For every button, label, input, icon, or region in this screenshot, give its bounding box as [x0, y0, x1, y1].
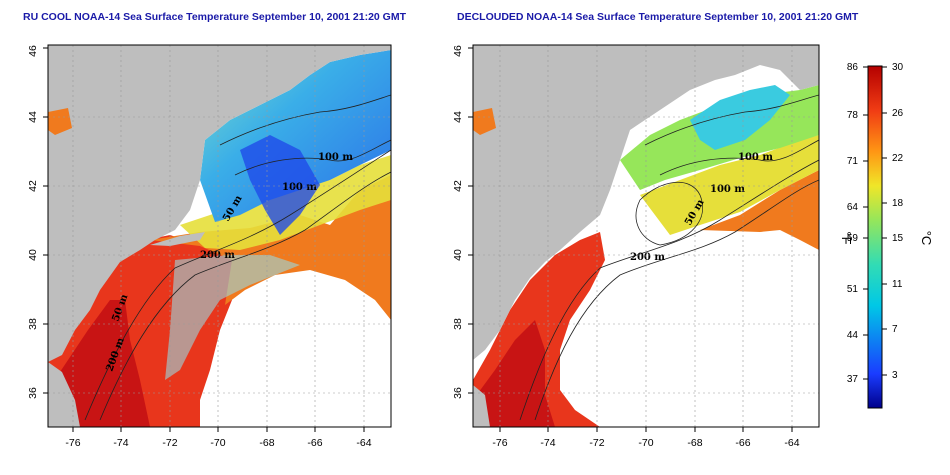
left-x-tick-label: -76: [65, 437, 80, 449]
right-orange-east: [700, 170, 819, 250]
colorbar-f-tick: 71: [847, 156, 859, 167]
left-map: [48, 45, 391, 427]
right-y-tick-label: 46: [452, 45, 464, 57]
right-yellow-band: [640, 135, 819, 235]
left-y-tick-label: 38: [27, 318, 39, 330]
right-x-tick-label: -72: [589, 437, 604, 449]
left-x-tick-label: -64: [356, 437, 371, 449]
right-x-tick-label: -64: [784, 437, 799, 449]
colorbar-c-tick: 11: [892, 279, 903, 290]
right-bathymetry-contours: [519, 94, 819, 421]
colorbar-f-tick: 51: [847, 284, 859, 295]
right-y-tick-label: 40: [452, 249, 464, 261]
left-x-tick-label: -70: [210, 437, 225, 449]
left-bathymetry-contours: [84, 94, 391, 421]
colorbar-gradient: [867, 65, 883, 409]
right-nova-scotia-warm: [473, 108, 496, 135]
left-x-axis: -76 -74 -72 -70 -68 -66 -64: [65, 427, 372, 449]
right-gridlines: [473, 45, 819, 427]
left-y-tick-label: 44: [27, 111, 39, 123]
right-lower-land: [473, 385, 490, 427]
left-x-tick-label: -72: [162, 437, 177, 449]
right-y-tick-label: 36: [452, 387, 464, 399]
right-y-tick-label: 38: [452, 318, 464, 330]
colorbar-c-tick: 18: [892, 198, 904, 209]
right-gulf-of-maine-cool: [690, 85, 790, 150]
right-y-axis: 36 38 40 42 44 46: [452, 45, 473, 399]
right-x-tick-label: -66: [735, 437, 750, 449]
left-mid-band: [150, 175, 391, 320]
left-warm-core: [48, 300, 150, 427]
left-nova-scotia-warm: [48, 108, 72, 135]
right-x-tick-label: -68: [687, 437, 702, 449]
colorbar-f-tick: 86: [847, 62, 859, 73]
colorbar-celsius-unit: °C: [919, 231, 934, 246]
colorbar-c-tick: 22: [892, 153, 904, 164]
left-contour-label-1: 100 m: [318, 152, 353, 163]
right-x-axis: -76 -74 -72 -70 -68 -66 -64: [492, 427, 800, 449]
right-contour-label-2: 100 m: [710, 184, 745, 195]
left-map-title: RU COOL NOAA-14 Sea Surface Temperature …: [23, 11, 407, 23]
left-lower-land: [48, 362, 80, 427]
colorbar-f-tick: 59: [847, 233, 859, 244]
colorbar-c-tick: 3: [892, 370, 898, 381]
left-y-tick-label: 46: [27, 45, 39, 57]
right-contour-label-1: 100 m: [738, 152, 773, 163]
left-plot-frame: [47, 44, 392, 428]
left-x-tick-label: -66: [307, 437, 322, 449]
left-y-axis: 36 38 40 42 44 46: [27, 45, 48, 399]
right-map-title: DECLOUDED NOAA-14 Sea Surface Temperatur…: [457, 11, 859, 23]
colorbar-c-tick: 15: [892, 233, 904, 244]
left-gulf-of-maine: [200, 50, 391, 222]
left-gridlines: [48, 45, 391, 427]
left-x-tick-label: -68: [259, 437, 274, 449]
left-cold-streaks: [240, 135, 320, 235]
right-contour-label-4: 200 m: [630, 252, 665, 263]
colorbar-fahrenheit-unit: °F: [839, 231, 854, 244]
left-x-tick-label: -74: [113, 437, 128, 449]
colorbar-c-tick: 7: [892, 324, 898, 335]
colorbar: 86 78 71 64 59 51 44 37 30 26 22 18 15 1…: [839, 62, 934, 409]
right-y-tick-label: 42: [452, 180, 464, 192]
colorbar-f-tick: 37: [847, 374, 859, 385]
left-land: [48, 45, 391, 362]
left-gulf-stream-mottle: [165, 255, 300, 380]
left-y-tick-label: 36: [27, 387, 39, 399]
right-x-tick-label: -74: [540, 437, 555, 449]
left-contour-label-4: 200 m: [200, 250, 235, 261]
colorbar-f-tick: 44: [847, 330, 859, 341]
colorbar-f-tick: 64: [847, 202, 859, 213]
right-warm-core: [473, 320, 555, 427]
right-x-tick-label: -70: [638, 437, 653, 449]
right-y-tick-label: 44: [452, 111, 464, 123]
colorbar-c-tick: 26: [892, 108, 904, 119]
right-x-tick-label: -76: [492, 437, 507, 449]
right-land: [473, 45, 819, 360]
left-y-tick-label: 40: [27, 249, 39, 261]
left-long-island: [150, 232, 205, 246]
left-contour-label-2: 100 m: [282, 182, 317, 193]
colorbar-f-tick: 78: [847, 110, 859, 121]
left-y-tick-label: 42: [27, 180, 39, 192]
colorbar-c-tick: 30: [892, 62, 904, 73]
